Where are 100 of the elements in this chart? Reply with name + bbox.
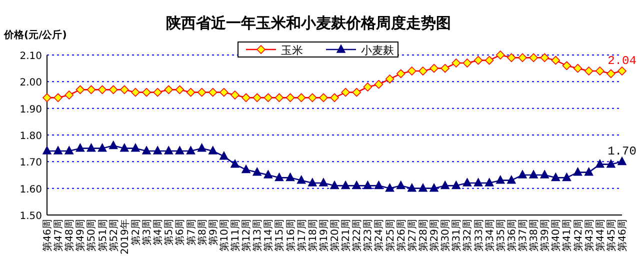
point [242,164,250,174]
point [363,82,372,92]
point [341,180,350,190]
point [274,172,284,182]
point [76,143,85,152]
data-label: 1.70 [608,144,636,159]
point [108,85,118,94]
x-tick-label: 第52周 [108,219,120,252]
point [462,58,472,68]
x-tick-label: 第11周 [229,219,242,252]
point [197,88,206,97]
point [330,180,339,190]
x-tick-label: 第7周 [185,219,198,246]
y-tick-label: 1.60 [20,184,42,196]
point [286,172,295,182]
point [430,183,438,192]
point [120,143,129,152]
x-tick-label: 第6周 [174,219,186,246]
point [385,183,394,192]
x-tick-label: 第25周 [384,219,396,252]
data-label: 2.04 [608,54,636,68]
x-tick-label: 第35周 [494,219,507,252]
x-tick-label: 第18周 [306,219,319,252]
point [584,66,594,76]
point [374,80,384,89]
point [64,90,74,100]
point [98,85,107,94]
x-tick-label: 第51周 [96,219,109,252]
point [573,64,582,73]
point [252,93,262,102]
y-tick-label: 1.80 [20,131,42,142]
x-tick-label: 第26周 [395,219,408,252]
point [440,64,450,73]
x-tick-label: 第28周 [417,219,430,252]
point [408,183,416,192]
point [286,93,295,102]
point [507,175,516,184]
point [474,178,483,186]
point [496,175,505,184]
point [352,88,362,97]
x-tick-label: 第13周 [252,219,264,252]
point [264,93,273,102]
point [618,66,626,76]
point [175,85,184,94]
x-tick-label: 第43周 [583,219,596,252]
point [242,93,250,102]
point [208,146,218,154]
y-tick-label: 2.10 [20,51,42,62]
x-tick-label: 第32周 [462,219,474,252]
point [551,172,560,182]
x-tick-label: 第3周 [141,219,154,246]
point [518,170,527,178]
x-tick-label: 第19周 [318,219,330,252]
point [595,159,604,168]
x-tick-label: 第10周 [218,219,230,252]
point [529,170,538,178]
point [220,151,228,160]
point [452,180,461,190]
point [186,88,196,97]
point [584,167,594,176]
point [374,180,384,190]
point [352,180,362,190]
x-tick-label: 第20周 [329,219,341,252]
x-tick-label: 第2周 [130,219,142,246]
point [440,180,450,190]
point [430,64,438,73]
point [396,69,406,78]
point [153,146,162,154]
y-tick-label: 1.70 [20,158,42,169]
point [606,69,616,78]
point [341,88,350,97]
x-tick-label: 第15周 [274,219,286,252]
point [484,56,494,65]
point [308,178,317,186]
point [540,53,549,62]
point [186,146,196,154]
x-tick-label: 第17周 [296,219,308,252]
x-tick-label: 第4周 [152,219,164,246]
x-tick-label: 第46周 [42,219,54,252]
y-tick-label: 1.90 [20,104,42,116]
x-tick-label: 第40周 [550,219,562,252]
x-tick-label: 第48周 [64,219,76,252]
point [252,167,262,176]
point [330,93,339,102]
x-tick-label: 2019年 [118,219,131,254]
x-tick-label: 第31周 [450,219,463,252]
point [551,56,560,65]
x-tick-label: 第27周 [406,219,418,252]
point [142,146,151,154]
point [54,93,62,102]
point [54,146,62,154]
point [175,146,184,154]
y-tick-label: 2.00 [20,78,42,89]
point [86,143,96,152]
point [120,85,129,94]
point [573,167,582,176]
x-tick-label: 第37周 [516,219,529,252]
point [64,146,74,154]
point [131,88,140,97]
point [484,178,494,186]
